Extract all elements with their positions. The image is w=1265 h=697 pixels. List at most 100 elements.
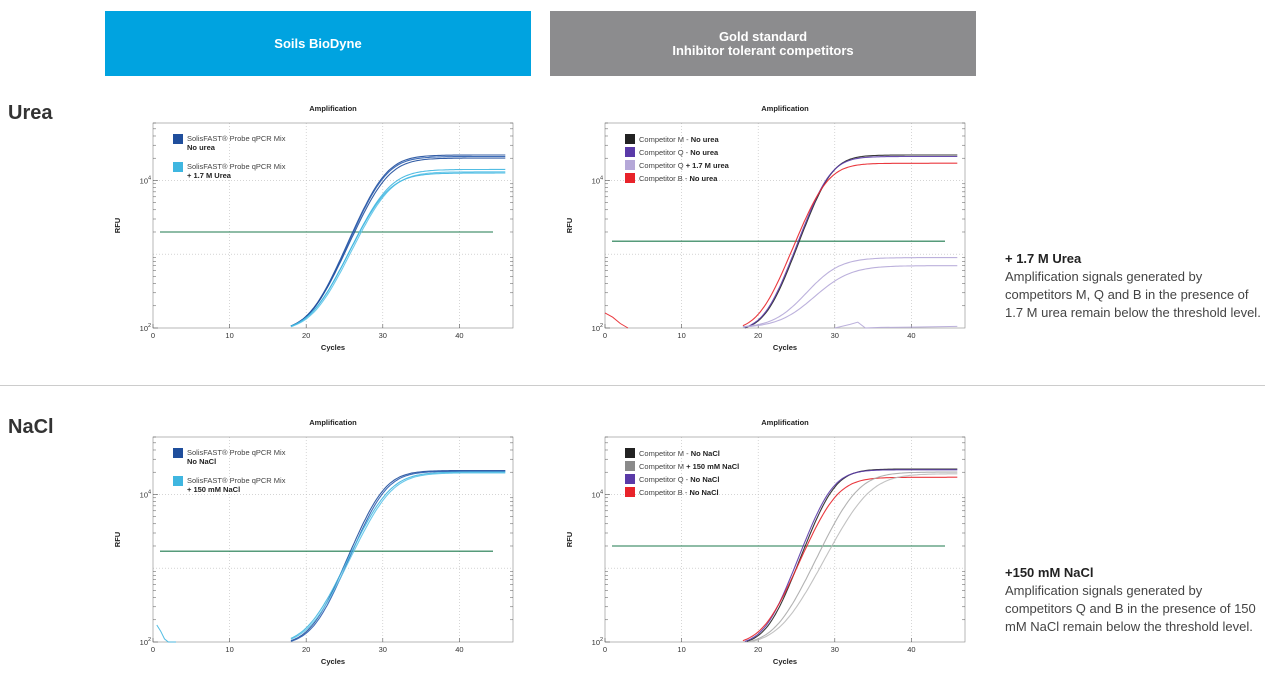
legend-text: Competitor M + 150 mM NaCl	[639, 462, 739, 471]
legend-text-part: Competitor Q -	[639, 148, 690, 157]
plot-frame	[152, 122, 514, 329]
x-tick-label: 10	[677, 331, 685, 340]
header-left-text: Soils BioDyne	[274, 35, 362, 51]
legend-text-bold: No urea	[691, 135, 720, 144]
series-line	[748, 471, 958, 643]
series-line	[742, 476, 958, 642]
chart-title: Amplification	[309, 104, 357, 113]
row-label-nacl: NaCl	[8, 416, 54, 438]
legend-swatch	[625, 487, 635, 497]
series-line	[742, 257, 958, 328]
y-tick-label: 10	[592, 638, 600, 647]
series-line	[290, 471, 506, 639]
note-nacl: +150 mM NaCl Amplification signals gener…	[1005, 564, 1265, 636]
legend-text: Competitor B - No urea	[639, 174, 718, 183]
x-tick-label: 20	[302, 645, 310, 654]
x-tick-label: 30	[831, 331, 839, 340]
x-tick-label: 30	[379, 331, 387, 340]
x-tick-label: 10	[677, 645, 685, 654]
legend-swatch	[173, 476, 183, 486]
row-label-urea: Urea	[8, 102, 53, 124]
y-tick-exponent: 4	[600, 489, 603, 495]
legend-text-part: Competitor M -	[639, 135, 691, 144]
series-line	[290, 171, 506, 328]
note-urea-body: Amplification signals generated by compe…	[1005, 269, 1261, 320]
legend-text: Competitor M - No NaCl	[639, 449, 720, 458]
series-line	[290, 469, 506, 642]
y-tick-exponent: 2	[600, 323, 603, 329]
legend-text-bold: No NaCl	[691, 449, 720, 458]
series-line	[290, 470, 506, 642]
legend-swatch	[625, 448, 635, 458]
y-tick-exponent: 2	[148, 323, 151, 329]
x-tick-label: 0	[151, 645, 155, 654]
legend-text-bold: + 150 mM NaCl	[686, 462, 739, 471]
chart-urea-solis: Amplification 0 10 20 30 40 10 2 10 4 Cycles RFU Sol…	[108, 98, 528, 383]
y-tick-label: 10	[140, 324, 148, 333]
legend-text-part: Competitor M	[639, 462, 686, 471]
y-tick-label: 10	[140, 176, 148, 185]
chart-title: Amplification	[761, 418, 809, 427]
noise-trace	[604, 312, 629, 329]
chart-nacl-competitors: Amplification 0 10 20 30 40 10 2 10 4 Cycles RFU Com…	[560, 412, 980, 697]
x-tick-label: 30	[379, 645, 387, 654]
x-tick-label: 10	[225, 331, 233, 340]
header-gold-standard: Gold standard Inhibitor tolerant competi…	[550, 11, 976, 76]
legend-text-bold: No NaCl	[690, 475, 719, 484]
plot-frame	[152, 436, 514, 643]
noise-trace	[834, 321, 958, 329]
header-right-line2: Inhibitor tolerant competitors	[672, 42, 854, 58]
legend-text: SolisFAST® Probe qPCR Mix	[187, 134, 286, 143]
legend-text: SolisFAST® Probe qPCR Mix	[187, 476, 286, 485]
series-line	[290, 154, 506, 327]
note-nacl-title: +150 mM NaCl	[1005, 565, 1094, 580]
legend-swatch	[625, 160, 635, 170]
legend-text-part: Competitor Q	[639, 161, 686, 170]
legend-swatch	[625, 474, 635, 484]
x-tick-label: 40	[907, 331, 915, 340]
series-line	[290, 168, 506, 327]
series-line	[742, 265, 958, 328]
y-axis-label: RFU	[565, 532, 574, 547]
legend-text: SolisFAST® Probe qPCR Mix	[187, 162, 286, 171]
series-line	[744, 469, 958, 643]
y-tick-exponent: 4	[148, 489, 151, 495]
legend-text-bold: No urea	[187, 143, 216, 152]
legend-text-bold: No NaCl	[187, 457, 216, 466]
legend-text: Competitor M - No urea	[639, 135, 719, 144]
legend-text-bold: + 150 mM NaCl	[187, 485, 240, 494]
legend-text-bold: + 1.7 M urea	[686, 161, 730, 170]
x-tick-label: 0	[603, 331, 607, 340]
x-axis-label: Cycles	[321, 343, 345, 352]
legend-swatch	[625, 134, 635, 144]
plot-frame	[604, 122, 966, 329]
x-tick-label: 0	[603, 645, 607, 654]
legend-swatch	[173, 448, 183, 458]
legend-text-bold: No urea	[690, 148, 719, 157]
series-line	[744, 154, 958, 329]
y-tick-label: 10	[140, 638, 148, 647]
x-tick-label: 20	[302, 331, 310, 340]
x-tick-label: 20	[754, 645, 762, 654]
series-line	[290, 172, 506, 327]
y-tick-exponent: 2	[148, 637, 151, 643]
legend-text-part: Competitor Q -	[639, 475, 690, 484]
series-line	[750, 473, 958, 643]
y-axis-label: RFU	[113, 532, 122, 547]
legend-text-part: Competitor M -	[639, 449, 691, 458]
chart-title: Amplification	[761, 104, 809, 113]
section-divider	[0, 385, 1265, 386]
legend-text-part: Competitor B -	[639, 174, 689, 183]
y-tick-exponent: 4	[148, 175, 151, 181]
series-line	[742, 162, 958, 327]
x-tick-label: 10	[225, 645, 233, 654]
noise-trace	[156, 624, 176, 643]
legend-text-bold: + 1.7 M Urea	[187, 171, 232, 180]
y-tick-label: 10	[592, 176, 600, 185]
plot-frame	[604, 436, 966, 643]
x-tick-label: 40	[907, 645, 915, 654]
legend-swatch	[625, 173, 635, 183]
legend-swatch	[625, 147, 635, 157]
